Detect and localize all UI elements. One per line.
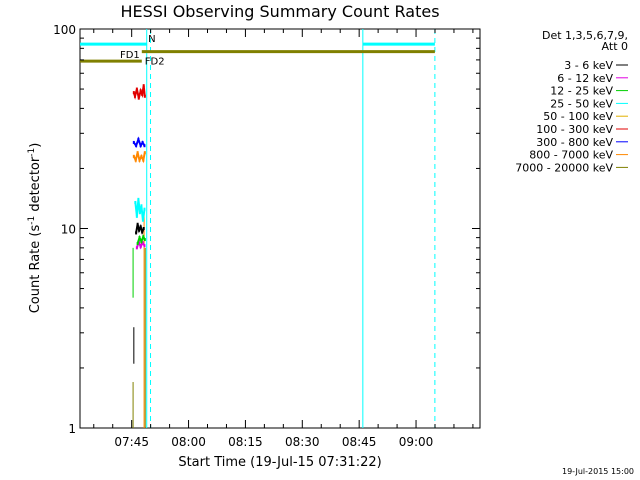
data-point <box>139 89 142 93</box>
chart-title: HESSI Observing Summary Count Rates <box>120 2 439 21</box>
legend-label: 12 - 25 keV <box>550 85 613 98</box>
data-point <box>132 140 135 144</box>
data-point <box>139 144 142 148</box>
y-tick-label: 1 <box>68 422 76 436</box>
legend-label: 7000 - 20000 keV <box>515 161 613 174</box>
data-point <box>143 151 146 155</box>
data-point <box>143 94 146 98</box>
data-point <box>134 158 137 162</box>
legend-label: 25 - 50 keV <box>550 97 613 110</box>
data-point <box>138 158 141 162</box>
x-tick-label: 08:45 <box>342 435 377 449</box>
data-point <box>143 244 146 248</box>
legend-label: 50 - 100 keV <box>543 110 613 123</box>
data-point <box>140 240 143 244</box>
legend-label: 6 - 12 keV <box>557 72 613 85</box>
data-point <box>134 200 137 204</box>
data-point <box>140 204 143 208</box>
data-point <box>142 227 145 230</box>
data-point <box>138 211 141 215</box>
data-point <box>137 96 140 100</box>
data-point <box>136 222 139 226</box>
data-point <box>141 241 144 245</box>
data-point <box>141 218 144 222</box>
legend-label: 3 - 6 keV <box>564 59 613 72</box>
data-point <box>136 242 139 246</box>
data-point <box>142 235 145 239</box>
x-tick-label: 07:45 <box>114 435 149 449</box>
x-axis-label: Start Time (19-Jul-15 07:31:22) <box>178 455 381 470</box>
data-point <box>133 94 136 98</box>
legend-header: Att 0 <box>602 40 628 53</box>
legend-label: 300 - 800 keV <box>536 136 613 149</box>
data-point <box>140 154 143 158</box>
data-point <box>135 214 138 218</box>
data-point <box>135 231 138 235</box>
data-point <box>139 225 142 229</box>
data-point <box>138 236 141 240</box>
y-tick-label: 10 <box>61 223 76 237</box>
y-tick-label: 100 <box>53 23 76 37</box>
data-point <box>141 140 144 144</box>
flag-label: FD2 <box>145 57 165 68</box>
data-point <box>132 154 135 158</box>
generated-timestamp: 19-Jul-2015 15:00 <box>562 467 634 476</box>
data-point <box>141 230 144 234</box>
data-point <box>142 158 145 162</box>
y-axis-label: Count Rate (s-1 detector-1) <box>27 143 43 314</box>
x-tick-label: 08:00 <box>171 435 206 449</box>
legend-label: 800 - 7000 keV <box>529 149 613 162</box>
data-point <box>136 151 139 155</box>
legend-label: 100 - 300 keV <box>536 123 613 136</box>
data-point <box>137 137 140 141</box>
data-point <box>143 238 146 242</box>
data-point <box>143 144 146 148</box>
data-point <box>135 87 138 91</box>
data-point <box>141 92 144 96</box>
data-point <box>143 207 146 211</box>
data-point <box>132 91 135 95</box>
data-point <box>139 245 142 249</box>
data-point <box>137 197 140 201</box>
data-point <box>138 228 141 232</box>
legend-header: Det 1,3,5,6,7,9, <box>542 29 628 42</box>
data-point <box>135 144 138 148</box>
x-tick-label: 08:30 <box>285 435 320 449</box>
data-point <box>142 84 145 88</box>
x-tick-label: 09:00 <box>399 435 434 449</box>
flag-label: FD1 <box>120 50 140 61</box>
data-point <box>135 246 138 250</box>
x-tick-label: 08:15 <box>228 435 263 449</box>
flag-label: N <box>148 34 155 45</box>
